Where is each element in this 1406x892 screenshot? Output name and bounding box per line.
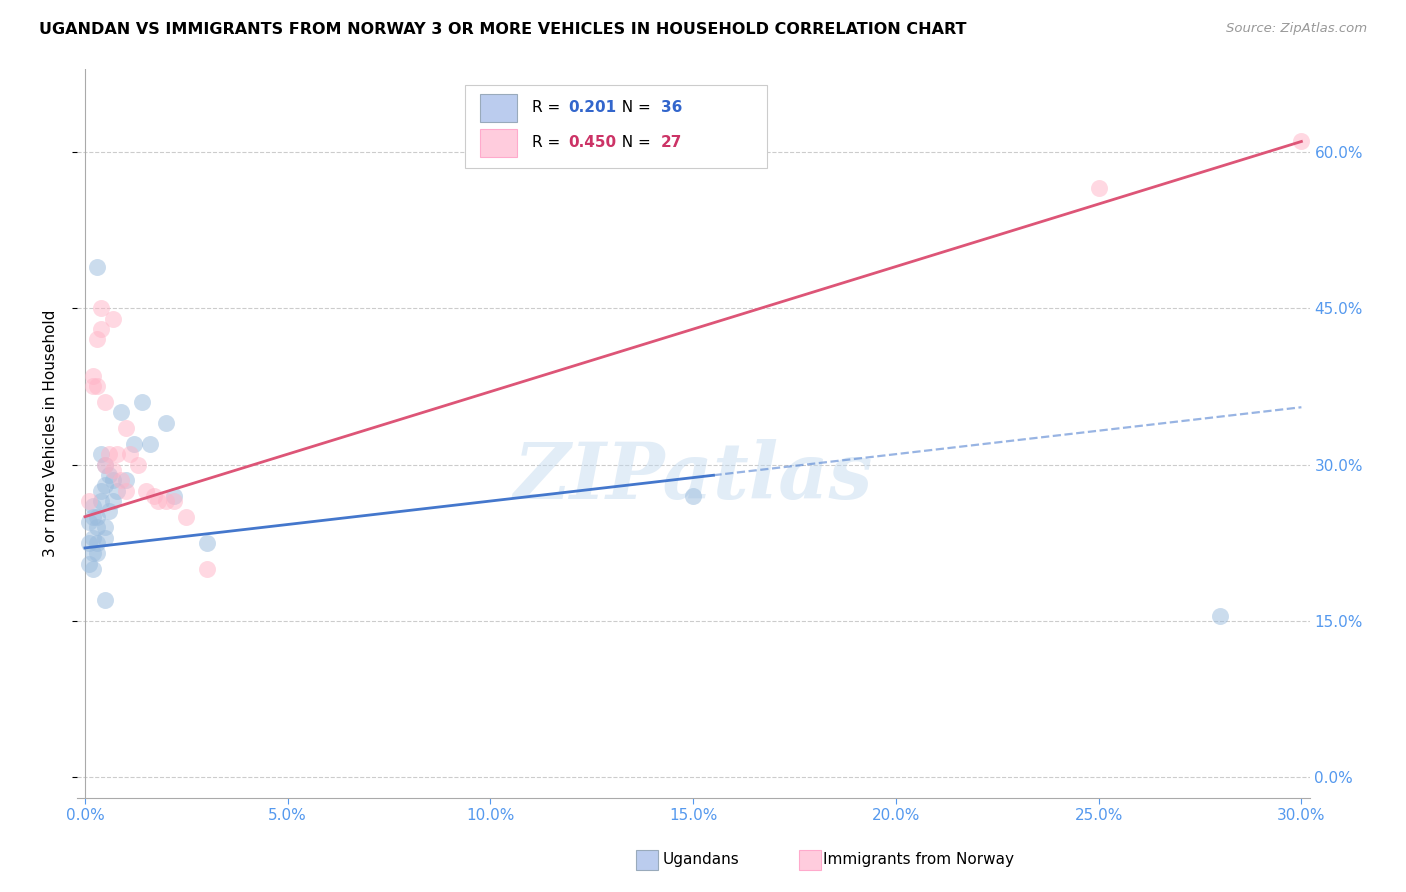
Text: R =: R =	[531, 136, 565, 151]
Point	[86, 333, 108, 347]
Point	[103, 463, 125, 477]
Point	[82, 509, 104, 524]
Point	[195, 562, 218, 576]
Point	[94, 478, 117, 492]
Point	[86, 535, 108, 549]
Point	[146, 494, 169, 508]
Point	[103, 473, 125, 487]
Point	[77, 494, 100, 508]
Point	[114, 421, 136, 435]
Point	[86, 520, 108, 534]
Point	[103, 494, 125, 508]
Point	[77, 535, 100, 549]
Point	[110, 473, 132, 487]
Point	[86, 509, 108, 524]
Text: Immigrants from Norway: Immigrants from Norway	[823, 853, 1014, 867]
Point	[86, 546, 108, 560]
Point	[94, 520, 117, 534]
Point	[90, 301, 112, 316]
Point	[90, 322, 112, 336]
Point	[82, 546, 104, 560]
Point	[155, 494, 177, 508]
Point	[94, 593, 117, 607]
Point	[98, 504, 121, 518]
Text: N =: N =	[612, 101, 655, 115]
Point	[107, 447, 129, 461]
Point	[86, 260, 108, 274]
Point	[131, 395, 153, 409]
Point	[142, 489, 165, 503]
Point	[94, 458, 117, 472]
Point	[82, 368, 104, 383]
Point	[82, 531, 104, 545]
Point	[110, 405, 132, 419]
Text: 27: 27	[661, 136, 682, 151]
Point	[82, 500, 104, 514]
Text: 36: 36	[661, 101, 682, 115]
Point	[82, 562, 104, 576]
Point	[98, 467, 121, 482]
Text: 0.201: 0.201	[568, 101, 617, 115]
Point	[139, 436, 162, 450]
Point	[107, 483, 129, 498]
Point	[682, 489, 704, 503]
Point	[114, 483, 136, 498]
Text: Ugandans: Ugandans	[662, 853, 740, 867]
Bar	[465, 85, 768, 169]
Text: ZIPatlas: ZIPatlas	[513, 439, 873, 516]
Point	[94, 395, 117, 409]
Point	[90, 483, 112, 498]
Text: Source: ZipAtlas.com: Source: ZipAtlas.com	[1226, 22, 1367, 36]
Point	[77, 515, 100, 529]
Text: N =: N =	[612, 136, 655, 151]
Y-axis label: 3 or more Vehicles in Household: 3 or more Vehicles in Household	[44, 310, 58, 557]
Point	[98, 447, 121, 461]
Point	[94, 458, 117, 472]
Point	[82, 379, 104, 393]
Point	[176, 509, 198, 524]
Point	[163, 489, 186, 503]
Text: UGANDAN VS IMMIGRANTS FROM NORWAY 3 OR MORE VEHICLES IN HOUSEHOLD CORRELATION CH: UGANDAN VS IMMIGRANTS FROM NORWAY 3 OR M…	[39, 22, 967, 37]
Point	[1209, 608, 1232, 623]
Point	[1291, 135, 1313, 149]
Bar	[479, 129, 517, 157]
Text: 0.450: 0.450	[568, 136, 617, 151]
Point	[122, 436, 145, 450]
Point	[77, 557, 100, 571]
Point	[103, 311, 125, 326]
Point	[118, 447, 141, 461]
Point	[114, 473, 136, 487]
Point	[1087, 181, 1109, 195]
Point	[127, 458, 149, 472]
Point	[195, 535, 218, 549]
Text: R =: R =	[531, 101, 565, 115]
Point	[90, 494, 112, 508]
Point	[94, 531, 117, 545]
Point	[163, 494, 186, 508]
Point	[86, 379, 108, 393]
Point	[135, 483, 157, 498]
Bar	[479, 94, 517, 122]
Point	[155, 416, 177, 430]
Point	[90, 447, 112, 461]
